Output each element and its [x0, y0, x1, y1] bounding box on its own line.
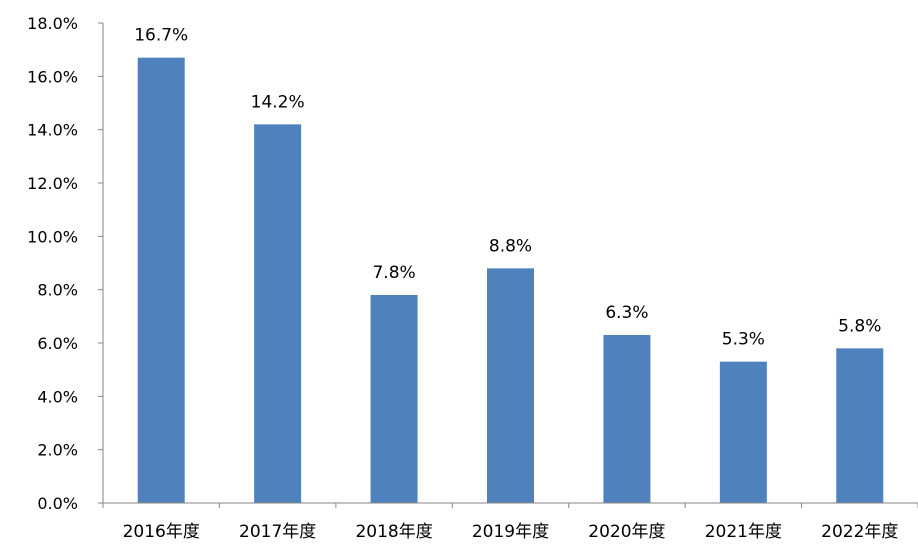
data-label: 8.8% [489, 236, 532, 256]
bar [603, 335, 651, 503]
bar [487, 268, 534, 503]
x-category-label: 2019年度 [472, 522, 549, 542]
data-labels: 16.7% 14.2% 7.8% 8.8% 6.3% 5.3% 5.8% [134, 26, 881, 350]
x-category-label: 2017年度 [239, 522, 316, 542]
y-axis-ticks [98, 22, 103, 504]
y-tick-label: 4.0% [37, 387, 78, 406]
y-tick-label: 0.0% [37, 494, 78, 513]
data-label: 5.8% [838, 316, 881, 336]
x-category-label: 2018年度 [355, 522, 432, 542]
y-axis-tick-labels: 0.0% 2.0% 4.0% 6.0% 8.0% 10.0% 12.0% 14.0% 16.0%… [27, 14, 78, 513]
data-label: 7.8% [372, 263, 415, 283]
data-label: 6.3% [605, 303, 648, 323]
x-axis-category-labels: 2016年度 2017年度 2018年度 2019年度 2020年度 2021年度 2022… [123, 522, 899, 542]
bar [719, 361, 767, 503]
bars [137, 57, 884, 504]
bar [254, 124, 302, 503]
x-axis-ticks [102, 503, 918, 508]
y-tick-label: 16.0% [27, 67, 78, 86]
data-label: 16.7% [134, 26, 188, 46]
x-category-label: 2016年度 [123, 522, 200, 542]
y-tick-label: 14.0% [27, 121, 78, 140]
bar [137, 57, 185, 504]
x-category-label: 2021年度 [705, 522, 782, 542]
x-category-label: 2022年度 [821, 522, 898, 542]
data-label: 5.3% [722, 330, 765, 350]
y-tick-label: 18.0% [27, 14, 78, 33]
data-label: 14.2% [251, 92, 305, 112]
y-tick-label: 12.0% [27, 174, 78, 193]
bar [370, 295, 418, 503]
y-tick-label: 8.0% [37, 281, 78, 300]
y-tick-label: 10.0% [27, 227, 78, 246]
bar [836, 348, 884, 503]
y-tick-label: 6.0% [37, 334, 78, 353]
x-category-label: 2020年度 [588, 522, 665, 542]
y-tick-label: 2.0% [37, 441, 78, 460]
